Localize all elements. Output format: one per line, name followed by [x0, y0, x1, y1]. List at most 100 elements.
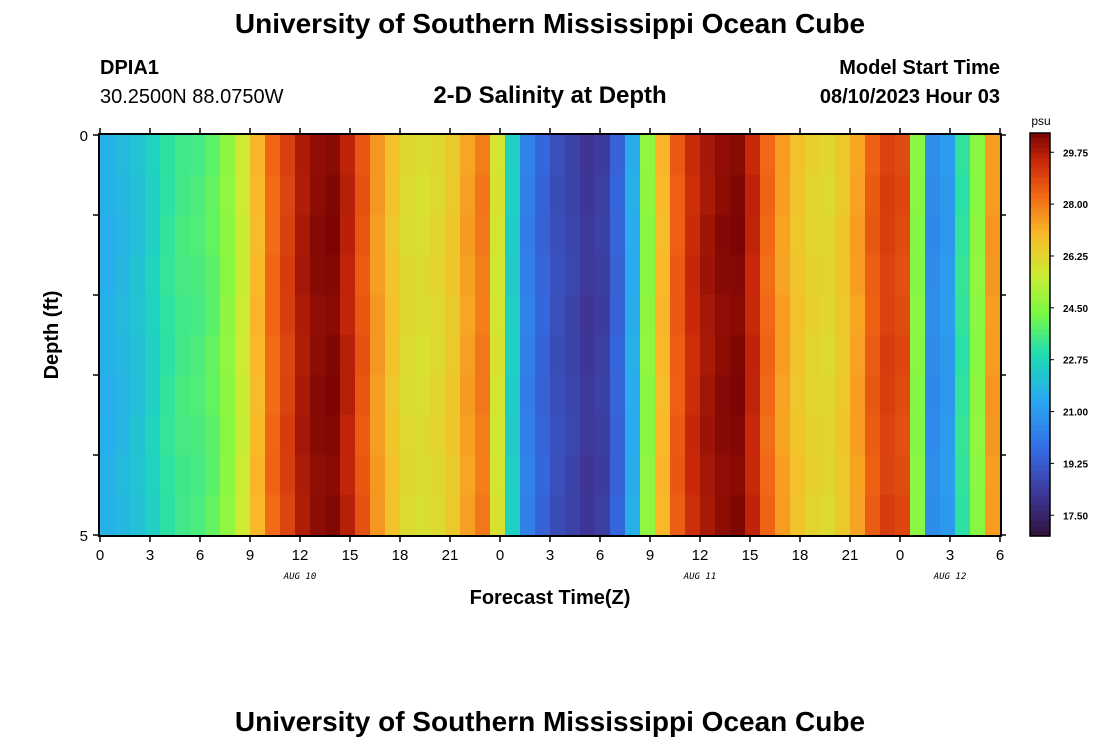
colorbar-tick-label: 29.75 [1063, 148, 1088, 159]
colorbar-swatch [1030, 248, 1050, 255]
heatmap-cell [310, 375, 326, 416]
heatmap-cell [145, 295, 161, 336]
heatmap-cell [760, 255, 776, 296]
heatmap-cell [430, 375, 446, 416]
heatmap-cell [745, 375, 761, 416]
heatmap-cell [355, 215, 371, 256]
heatmap-cell [250, 135, 266, 176]
heatmap-cell [490, 495, 506, 536]
heatmap-cell [175, 215, 191, 256]
heatmap-cell [685, 415, 701, 456]
heatmap-cell [760, 375, 776, 416]
heatmap-cell [235, 215, 251, 256]
heatmap-cell [775, 415, 791, 456]
y-tick-label: 0 [80, 128, 88, 145]
colorbar-swatch [1030, 495, 1050, 502]
colorbar-tick-label: 21.00 [1063, 408, 1088, 419]
heatmap-cell [640, 215, 656, 256]
heatmap-cell [970, 495, 986, 536]
heatmap-cell [625, 135, 641, 176]
heatmap-cell [610, 255, 626, 296]
heatmap-cell [475, 175, 491, 216]
heatmap-cell [385, 175, 401, 216]
heatmap-cell [280, 455, 296, 496]
heatmap-cell [325, 135, 341, 176]
colorbar-swatch [1030, 253, 1050, 260]
heatmap-cell [610, 295, 626, 336]
heatmap-cell [430, 135, 446, 176]
heatmap-cell [640, 135, 656, 176]
heatmap-cell [970, 215, 986, 256]
colorbar-swatch [1030, 173, 1050, 179]
heatmap-cell [790, 175, 806, 216]
heatmap-cell [325, 255, 341, 296]
x-tick-label: 21 [442, 547, 459, 564]
heatmap-cell [550, 455, 566, 496]
heatmap-cell [550, 175, 566, 216]
heatmap-cell [160, 135, 176, 176]
heatmap-cell [835, 335, 851, 376]
heatmap-cell [640, 175, 656, 216]
heatmap-cell [505, 295, 521, 336]
heatmap-cell [160, 415, 176, 456]
heatmap-cell [250, 375, 266, 416]
heatmap-cell [325, 375, 341, 416]
heatmap-cell [685, 335, 701, 376]
colorbar-swatch [1030, 460, 1050, 467]
heatmap-cell [490, 335, 506, 376]
heatmap-cell [370, 495, 386, 536]
x-tick-label: 0 [496, 547, 504, 564]
heatmap-cell [775, 495, 791, 536]
heatmap-cell [535, 375, 551, 416]
heatmap-cell [520, 175, 536, 216]
heatmap-cell [100, 175, 116, 216]
colorbar-swatch [1030, 379, 1050, 386]
heatmap-cell [475, 375, 491, 416]
heatmap-cell [310, 135, 326, 176]
colorbar-swatch [1030, 410, 1050, 416]
heatmap-cell [865, 415, 881, 456]
heatmap-cell [415, 335, 431, 376]
heatmap-cell [880, 415, 896, 456]
colorbar-swatch [1030, 455, 1050, 462]
heatmap-cell [190, 135, 206, 176]
heatmap-cell [160, 375, 176, 416]
colorbar-swatch [1030, 168, 1050, 174]
heatmap-cell [340, 255, 356, 296]
heatmap-cell [970, 175, 986, 216]
heatmap-cell [685, 375, 701, 416]
heatmap-cell [100, 495, 116, 536]
heatmap-cell [340, 375, 356, 416]
colorbar-swatch [1030, 394, 1050, 401]
heatmap-cell [940, 255, 956, 296]
heatmap-cell [115, 215, 131, 256]
heatmap-cell [190, 295, 206, 336]
heatmap-cell [520, 135, 536, 176]
heatmap-cell [325, 415, 341, 456]
heatmap-cell [160, 175, 176, 216]
heatmap-cell [595, 375, 611, 416]
heatmap-cell [490, 295, 506, 336]
heatmap-cell [790, 295, 806, 336]
heatmap-cell [415, 495, 431, 536]
colorbar-swatch [1030, 208, 1050, 215]
heatmap-cell [520, 415, 536, 456]
heatmap-cell [805, 295, 821, 336]
x-tick-label: 3 [946, 547, 954, 564]
colorbar-swatch [1030, 188, 1050, 195]
heatmap-cell [880, 295, 896, 336]
heatmap-cell [250, 255, 266, 296]
heatmap-cell [745, 495, 761, 536]
heatmap-cell [145, 335, 161, 376]
heatmap-cell [670, 255, 686, 296]
heatmap-cell [700, 215, 716, 256]
colorbar-swatch [1030, 359, 1050, 366]
heatmap-cell [535, 415, 551, 456]
colorbar-swatch [1030, 198, 1050, 205]
heatmap-cell [100, 335, 116, 376]
colorbar-swatch [1030, 530, 1050, 537]
heatmap-cell [280, 255, 296, 296]
heatmap-cell [235, 495, 251, 536]
heatmap-cell [145, 375, 161, 416]
heatmap-cell [820, 215, 836, 256]
